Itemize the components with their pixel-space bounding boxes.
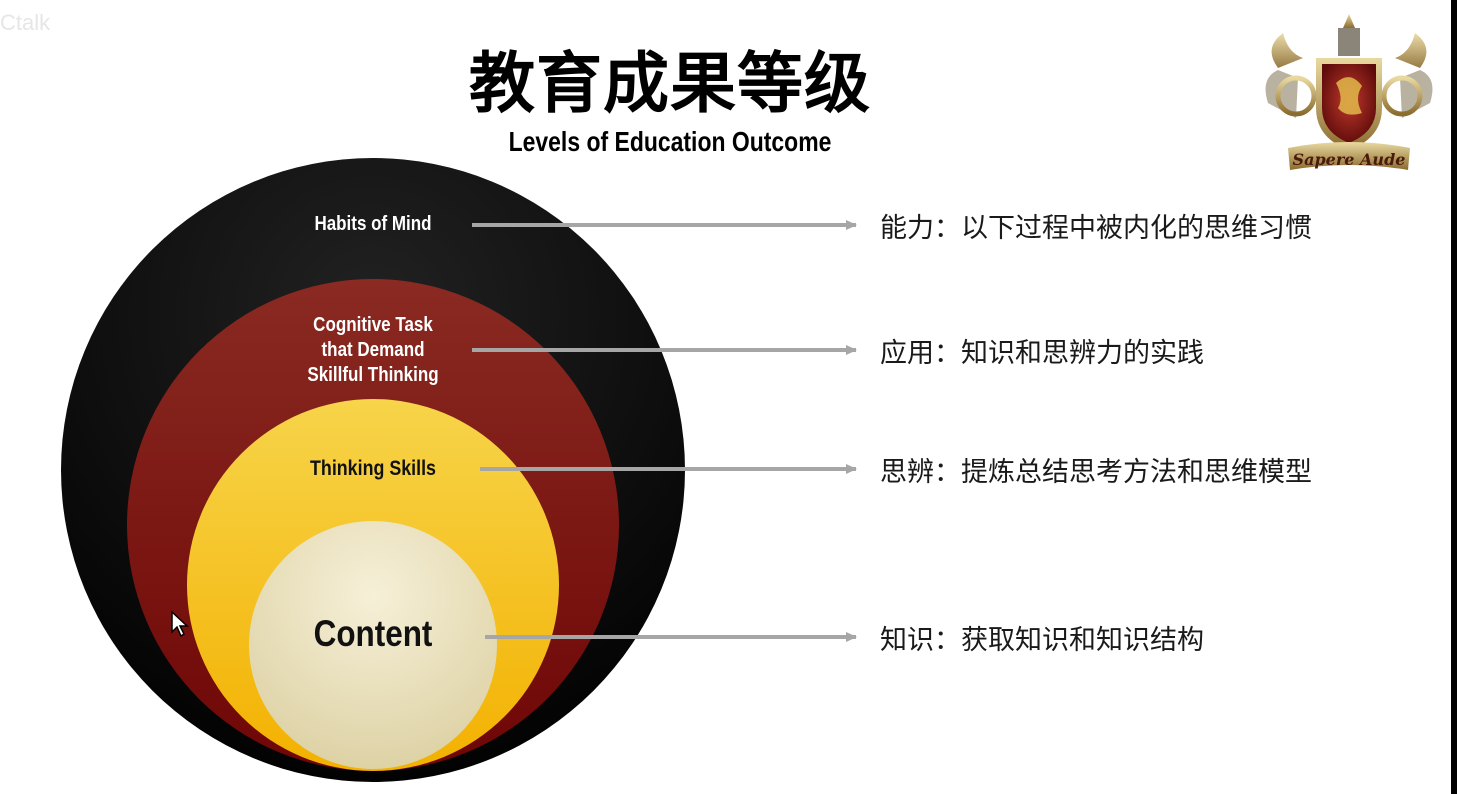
crest-motto: Sapere Aude [1293,150,1406,169]
label-cognitive-task-line-3: Skillful Thinking [307,364,439,386]
description-cognitive-task: 应用：知识和思辨力的实践 [880,338,1204,369]
label-content: Content [313,613,433,654]
description-habits-of-mind: 能力：以下过程中被内化的思维习惯 [880,213,1312,244]
label-cognitive-task: Cognitive Task that Demand Skillful Thin… [288,313,458,388]
right-edge-bar [1451,0,1457,794]
label-habits-of-mind: Habits of Mind [314,213,432,235]
label-thinking-skills: Thinking Skills [310,457,436,480]
label-cognitive-task-line-2: that Demand [321,339,425,361]
title-english: Levels of Education Outcome [508,126,832,157]
level-ring-content [249,521,497,769]
watermark: Ctalk [0,10,51,35]
description-content: 知识：获取知识和知识结构 [880,625,1204,656]
description-thinking-skills: 思辨：提炼总结思考方法和思维模型 [880,457,1312,488]
crest-logo: Sapere Aude [1265,14,1433,170]
label-cognitive-task-line-1: Cognitive Task [313,314,433,336]
title-chinese: 教育成果等级 [469,45,871,122]
mouse-cursor-icon [171,610,189,638]
